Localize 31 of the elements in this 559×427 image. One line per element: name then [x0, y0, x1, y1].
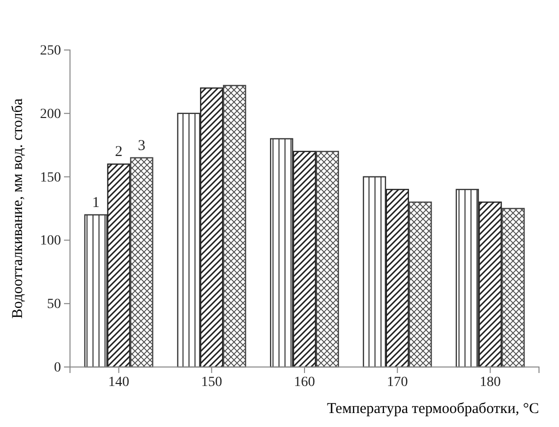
- bar: [200, 87, 224, 368]
- bar: [316, 150, 340, 368]
- y-tick-label: 0: [54, 360, 61, 376]
- bar: [386, 188, 409, 368]
- x-tick-label: 150: [201, 374, 222, 390]
- bar: [408, 202, 432, 368]
- series-label: 1: [92, 194, 100, 211]
- bar: [292, 150, 316, 368]
- bar: [177, 112, 200, 368]
- y-tick-label: 250: [40, 43, 61, 58]
- bar: [478, 202, 502, 368]
- y-tick-label: 50: [47, 297, 61, 312]
- bar: [270, 138, 294, 368]
- x-tick-label: 160: [294, 374, 315, 390]
- bar: [84, 214, 108, 368]
- bar: [362, 176, 386, 368]
- bar: [502, 208, 525, 368]
- series-label: 3: [138, 138, 146, 154]
- x-tick-label: 140: [108, 374, 130, 390]
- y-tick-label: 150: [40, 170, 61, 186]
- bar: [456, 188, 479, 368]
- x-tick-label: 170: [386, 374, 408, 390]
- bar: [107, 164, 130, 368]
- y-axis-title: Водоотталкивание, мм вод. столба: [10, 98, 26, 319]
- bar: [222, 84, 246, 368]
- x-tick-label: 180: [480, 374, 501, 390]
- series-label: 2: [115, 144, 123, 160]
- y-tick-label: 200: [40, 106, 61, 122]
- bar: [130, 157, 154, 368]
- y-tick-label: 100: [40, 234, 61, 249]
- x-axis-title: Температура термообработки, °C: [326, 401, 539, 417]
